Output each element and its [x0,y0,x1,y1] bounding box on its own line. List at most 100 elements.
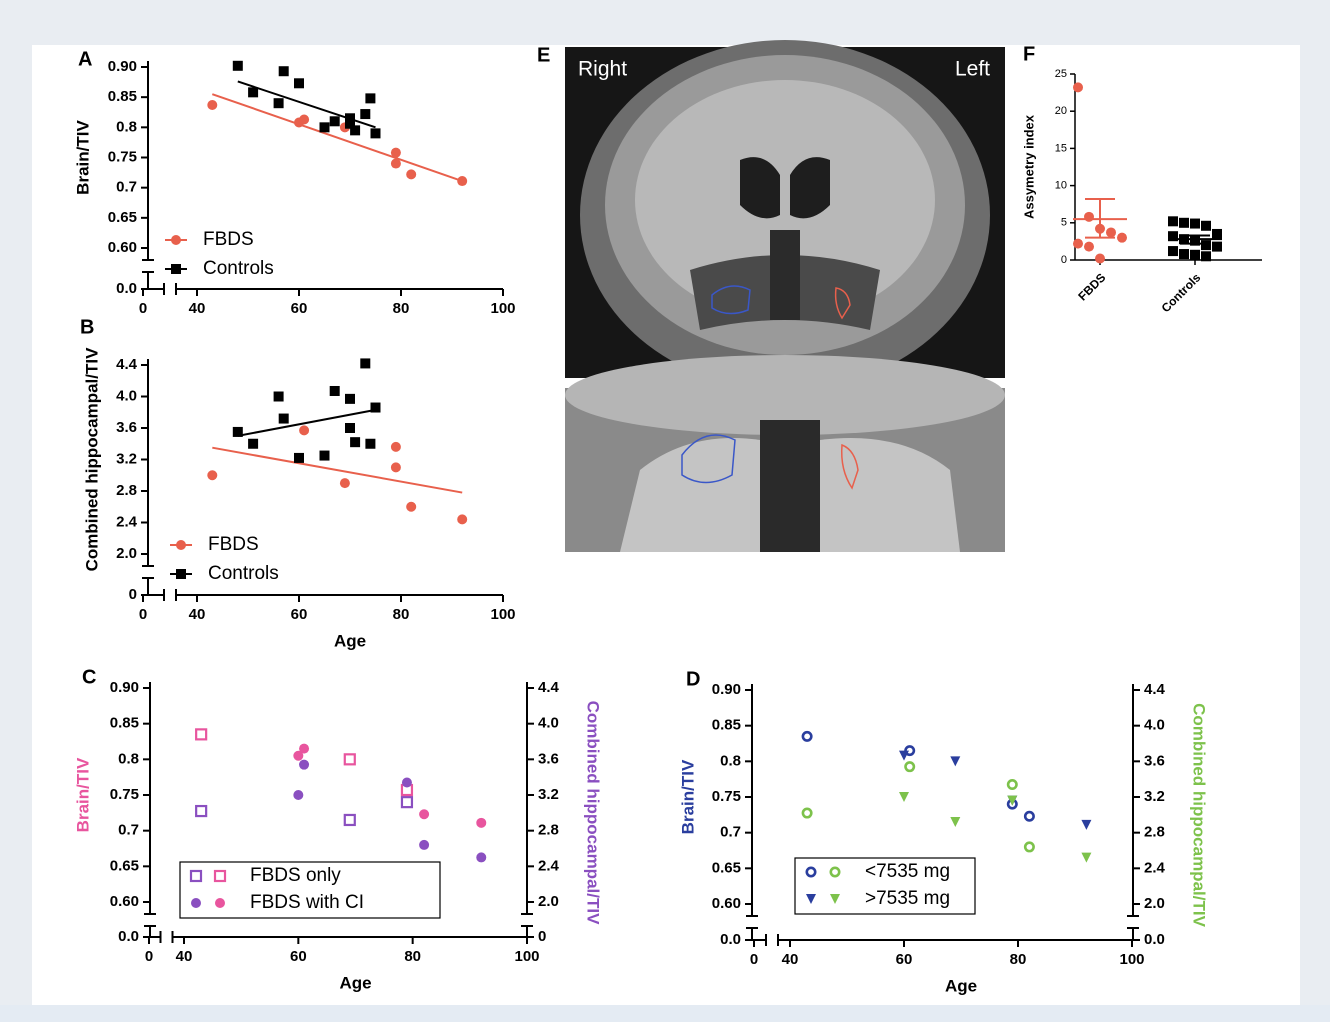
legend-marker [805,866,817,878]
y-tick-label: 4.4 [116,356,138,373]
point [207,470,218,481]
y2-tick-label: 2.8 [1144,824,1165,841]
y-tick-label: 0.85 [110,715,139,732]
point [248,87,259,98]
y-tick-label: 15 [1055,142,1067,154]
point [370,402,381,413]
y2-tick-label: 3.6 [1144,752,1165,769]
y2-axis-label: Combined hippocampal/TIV [584,701,603,926]
point [1007,795,1018,806]
legend-marker [171,235,181,245]
legend-marker [829,866,841,878]
point [248,438,259,449]
point [1201,251,1211,262]
y-tick-label: 2.4 [116,513,138,530]
point [1023,841,1035,853]
x-tick-label: 80 [1010,951,1027,968]
y-tick-label: 10 [1055,180,1067,192]
point [1201,220,1211,231]
y-tick-label: 0.0 [118,928,139,945]
x-tick-label: 40 [176,948,193,965]
y-tick-label: 2.0 [116,545,137,562]
point [390,441,401,452]
point [345,423,355,433]
point [457,514,468,525]
point [899,750,909,761]
legend-label: Controls [208,563,279,584]
point [293,750,304,761]
point [1081,852,1092,863]
point [1190,218,1200,229]
y-tick-label: 0.0 [720,931,741,948]
x-axis-label: Age [334,631,366,650]
point [390,462,401,473]
y-axis-label: Brain/TIV [678,759,697,834]
legend-marker [189,869,203,883]
y-tick-label: 0.85 [108,88,137,105]
y2-tick-label: 4.4 [1144,681,1166,698]
y2-tick-label: 3.2 [1144,788,1165,805]
x-tick-label: 60 [290,948,307,965]
y-tick-label: 0.85 [712,717,741,734]
trend-line [211,93,463,182]
x-tick-label: 80 [393,300,410,317]
y-tick-label: 0.60 [110,893,139,910]
legend-marker [806,894,816,904]
trend-line [237,408,376,437]
x-axis-label: Age [945,976,977,995]
y2-tick-label: 4.4 [538,679,560,696]
panel-letter: A [78,48,92,70]
y-tick-label: 3.2 [116,450,137,467]
point [360,358,371,369]
y-tick-label: 0 [129,586,137,603]
x-tick-label: 60 [896,951,913,968]
point [273,391,284,402]
point [1081,819,1092,830]
point [207,100,218,111]
point [345,393,355,404]
y-tick-label: 4.0 [116,387,137,404]
y-axis-label: Brain/TIV [73,120,92,195]
point [365,438,376,449]
point [950,756,961,767]
legend-label: FBDS only [250,865,341,886]
y-tick-label: 0.8 [118,750,139,767]
y2-axis-label: Combined hippocampal/TIV [1190,703,1209,928]
point [899,792,909,802]
y-tick-label: 0.7 [720,824,741,841]
y-axis-label: Combined hippocampal/TIV [82,347,101,572]
legend-marker [213,869,227,883]
caption-strip [0,1005,1330,1022]
legend-marker [176,540,186,550]
y2-tick-label: 0.0 [1144,931,1165,948]
point [350,437,361,448]
point [299,114,310,125]
point [1106,227,1116,238]
x-tick-label: 60 [291,606,308,623]
point [278,66,289,77]
y-tick-label: 0.60 [108,239,137,256]
point [457,176,468,187]
point [1201,240,1211,251]
point [1179,217,1189,228]
image-label: Left [955,58,990,81]
panel-letter: B [80,316,94,338]
point [195,728,208,741]
point [329,385,340,396]
point [476,852,487,863]
point [401,777,412,788]
y-tick-label: 0.75 [712,788,741,805]
y2-tick-label: 2.0 [1144,895,1165,912]
point [904,761,916,773]
x-tick-label: 0 [750,951,758,968]
y-tick-label: 0.75 [108,148,137,165]
point [1073,238,1083,249]
legend-label: FBDS [208,534,259,555]
y2-tick-label: 0 [538,928,546,945]
point [1023,810,1035,822]
point [1117,232,1127,243]
x-tick-label: 40 [189,606,206,623]
point [319,122,330,133]
point [406,501,417,512]
